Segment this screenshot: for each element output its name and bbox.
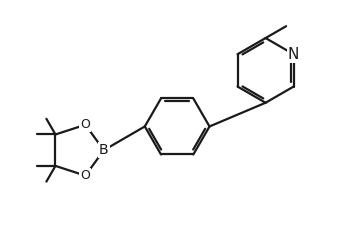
Text: B: B <box>99 143 108 157</box>
Text: O: O <box>80 118 90 131</box>
Text: O: O <box>80 169 90 182</box>
Text: N: N <box>288 47 299 62</box>
